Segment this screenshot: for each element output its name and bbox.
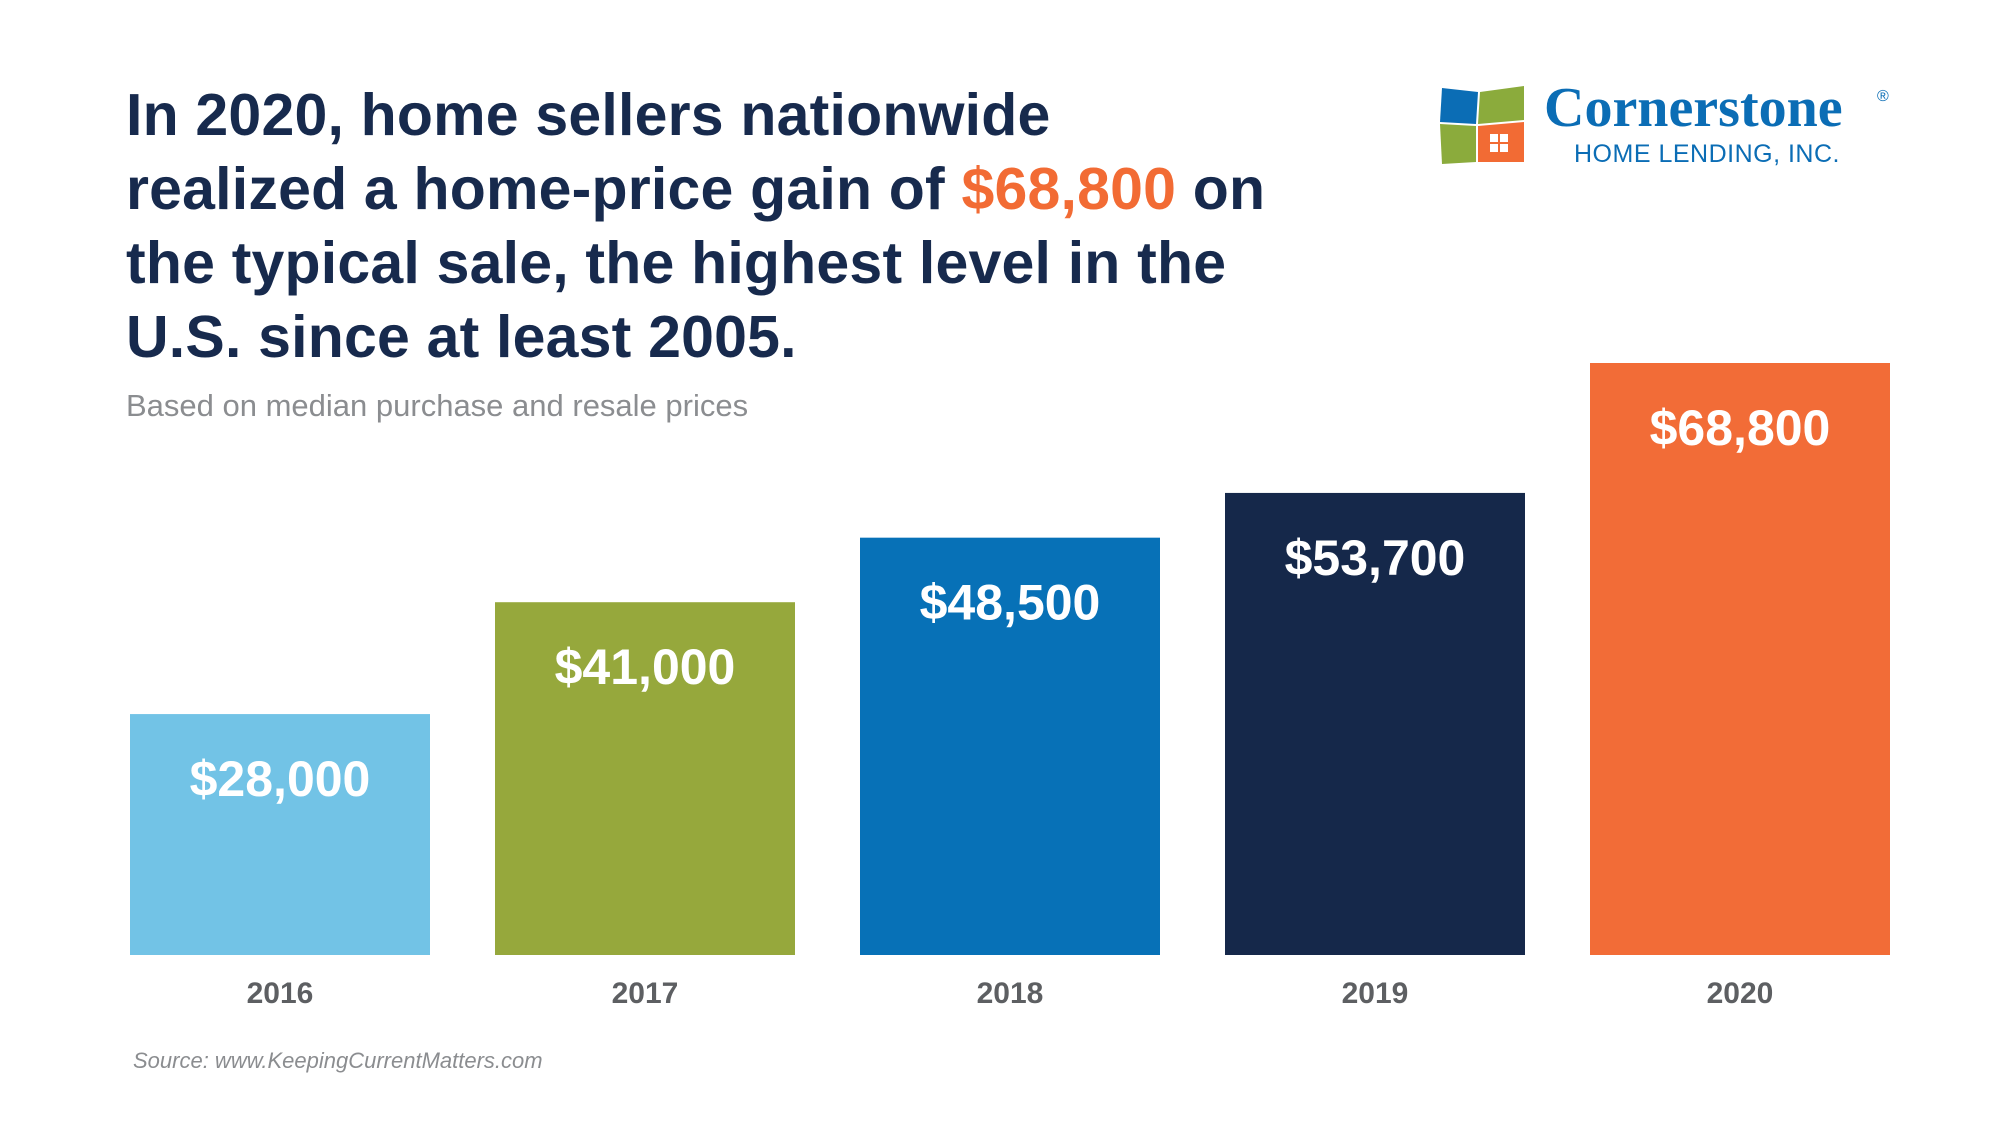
headline-text-start: In 2020, home sellers nationwide realize… [126,82,1051,222]
bar-value-label-2019: $53,700 [1285,530,1466,586]
headline-text-end: on the typical sale, the highest level i… [126,156,1266,370]
bar-2017 [495,602,795,955]
registered-mark: ® [1877,88,1889,105]
headline-highlight: $68,800 [961,156,1177,222]
house-logo-icon [1440,86,1524,164]
bar-2016 [130,714,430,955]
chart-subtitle: Based on median purchase and resale pric… [126,388,749,423]
logo-wordmark: Cornerstone [1544,77,1843,139]
headline: In 2020, home sellers nationwide realize… [126,78,1276,374]
x-tick-label-2017: 2017 [612,977,679,1010]
x-tick-label-2016: 2016 [247,977,314,1010]
logo-subtitle: HOME LENDING, INC. [1574,140,1840,168]
bar-2019 [1225,492,1525,955]
source-note: Source: www.KeepingCurrentMatters.com [133,1048,543,1073]
x-tick-label-2020: 2020 [1707,977,1774,1010]
x-tick-label-2018: 2018 [977,977,1044,1010]
bar-value-label-2017: $41,000 [555,639,736,695]
cornerstone-logo: Cornerstone ® HOME LENDING, INC. [1440,77,1889,170]
bar-value-label-2016: $28,000 [190,751,371,807]
bar-2020 [1590,363,1890,955]
x-tick-label-2019: 2019 [1342,977,1409,1010]
bar-value-label-2018: $48,500 [920,575,1101,631]
bar-2018 [860,537,1160,955]
bar-value-label-2020: $68,800 [1650,400,1831,456]
